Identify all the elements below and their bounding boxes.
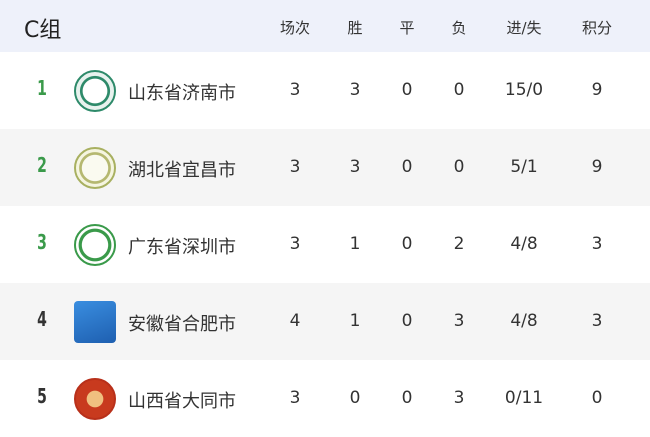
cell-played: 4 bbox=[289, 311, 301, 331]
team-logo-icon bbox=[74, 147, 116, 189]
team-logo-icon bbox=[74, 378, 116, 420]
cell-goals: 4/8 bbox=[510, 234, 538, 254]
col-won: 胜 bbox=[347, 19, 363, 37]
team-logo-icon bbox=[74, 301, 116, 343]
col-played: 场次 bbox=[279, 19, 310, 37]
cell-goals: 5/1 bbox=[510, 157, 538, 177]
cell-points: 3 bbox=[591, 311, 603, 331]
cell-won: 3 bbox=[349, 157, 361, 177]
table-row[interactable]: 1 山东省济南市 3 3 0 0 15/0 9 bbox=[0, 52, 650, 129]
cell-drawn: 0 bbox=[401, 388, 413, 408]
table-row[interactable]: 3 广东省深圳市 3 1 0 2 4/8 3 bbox=[0, 206, 650, 283]
team-name: 湖北省宜昌市 bbox=[128, 160, 236, 181]
cell-drawn: 0 bbox=[401, 234, 413, 254]
cell-won: 0 bbox=[349, 388, 361, 408]
rank: 2 bbox=[37, 153, 47, 177]
cell-points: 0 bbox=[591, 388, 603, 408]
team-name: 安徽省合肥市 bbox=[128, 314, 236, 335]
cell-drawn: 0 bbox=[401, 311, 413, 331]
cell-lost: 3 bbox=[453, 388, 465, 408]
cell-lost: 0 bbox=[453, 157, 465, 177]
team-name: 山东省济南市 bbox=[128, 83, 236, 104]
cell-won: 3 bbox=[349, 80, 361, 100]
cell-points: 9 bbox=[591, 80, 603, 100]
cell-played: 3 bbox=[289, 80, 301, 100]
col-goals: 进/失 bbox=[506, 19, 542, 37]
table-row[interactable]: 2 湖北省宜昌市 3 3 0 0 5/1 9 bbox=[0, 129, 650, 206]
cell-played: 3 bbox=[289, 388, 301, 408]
cell-won: 1 bbox=[349, 311, 361, 331]
cell-lost: 3 bbox=[453, 311, 465, 331]
table-header: C组 场次 胜 平 负 进/失 积分 bbox=[0, 0, 650, 52]
table-row[interactable]: 4 安徽省合肥市 4 1 0 3 4/8 3 bbox=[0, 283, 650, 360]
cell-goals: 15/0 bbox=[504, 80, 544, 100]
cell-lost: 2 bbox=[453, 234, 465, 254]
cell-won: 1 bbox=[349, 234, 361, 254]
rank: 1 bbox=[37, 76, 47, 100]
rank: 5 bbox=[37, 384, 47, 408]
cell-drawn: 0 bbox=[401, 157, 413, 177]
team-name: 广东省深圳市 bbox=[128, 237, 236, 258]
cell-played: 3 bbox=[289, 157, 301, 177]
col-drawn: 平 bbox=[399, 19, 415, 37]
team-name: 山西省大同市 bbox=[128, 391, 236, 412]
team-logo-icon bbox=[74, 70, 116, 112]
col-lost: 负 bbox=[451, 19, 467, 37]
table-row[interactable]: 5 山西省大同市 3 0 0 3 0/11 0 bbox=[0, 360, 650, 437]
rank: 3 bbox=[37, 230, 47, 254]
cell-points: 3 bbox=[591, 234, 603, 254]
cell-goals: 4/8 bbox=[510, 311, 538, 331]
rank: 4 bbox=[37, 307, 47, 331]
cell-played: 3 bbox=[289, 234, 301, 254]
cell-points: 9 bbox=[591, 157, 603, 177]
cell-goals: 0/11 bbox=[504, 388, 544, 408]
cell-drawn: 0 bbox=[401, 80, 413, 100]
col-points: 积分 bbox=[581, 19, 612, 37]
group-title: C组 bbox=[24, 18, 62, 43]
team-logo-icon bbox=[74, 224, 116, 266]
cell-lost: 0 bbox=[453, 80, 465, 100]
